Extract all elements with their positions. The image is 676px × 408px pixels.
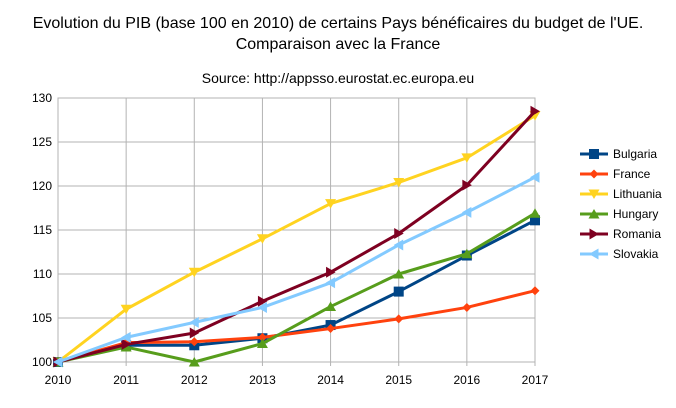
data-point-hungary (325, 301, 337, 312)
y-tick-label: 100 (32, 355, 52, 369)
y-tick-label: 105 (32, 311, 52, 325)
data-point-lithuania (393, 177, 405, 188)
legend: Bulgaria France Lithuania Hungary Romania Slo… (580, 147, 662, 261)
series-romania (53, 105, 540, 368)
x-tick-label: 2010 (45, 373, 72, 387)
data-point-slovakia (121, 331, 131, 343)
series-line-slovakia (56, 175, 537, 364)
data-point-france (189, 337, 199, 347)
y-tick-label: 130 (32, 91, 52, 105)
x-tick-label: 2015 (385, 373, 412, 387)
data-point-lithuania (256, 234, 268, 244)
data-point-france (462, 302, 472, 312)
data-point-bulgaria (393, 286, 404, 297)
x-tick-label: 2014 (317, 373, 344, 387)
legend-item-hungary: Hungary (580, 207, 658, 221)
legend-item-lithuania: Lithuania (580, 187, 662, 201)
series-slovakia (53, 171, 540, 368)
y-tick-label: 110 (33, 267, 52, 281)
data-point-slovakia (257, 301, 267, 313)
chart-source: Source: http://appsso.eurostat.ec.europa… (202, 70, 474, 86)
legend-label-slovakia: Slovakia (613, 247, 659, 261)
legend-label-lithuania: Lithuania (613, 187, 662, 201)
data-point-romania (121, 338, 132, 350)
legend-marker-bulgaria (589, 149, 599, 159)
data-point-france (394, 314, 404, 324)
legend-item-france: France (580, 167, 651, 181)
data-point-romania (530, 105, 540, 117)
legend-marker-lithuania (588, 189, 600, 199)
data-point-france (530, 286, 540, 296)
series-line-hungary (56, 211, 537, 364)
data-point-romania (326, 266, 336, 278)
plot-area-border (57, 97, 536, 363)
x-tick-label: 2013 (249, 373, 276, 387)
y-axis-tick-labels: 100 105 110 115 120 125 130 (32, 91, 52, 369)
x-axis-tick-labels: 2010 2011 2012 2013 2014 2015 2016 2017 (45, 373, 549, 387)
data-point-hungary (188, 357, 200, 367)
x-tick-label: 2012 (181, 373, 208, 387)
x-tick-label: 2017 (522, 373, 549, 387)
data-point-hungary (461, 248, 473, 259)
data-point-lithuania (120, 304, 132, 315)
data-point-france (257, 332, 267, 342)
chart-title: Evolution du PIB (base 100 en 2010) de c… (33, 15, 644, 32)
legend-marker-france (589, 169, 599, 179)
legend-label-romania: Romania (613, 227, 661, 241)
series-line-romania (56, 109, 537, 364)
series-line-lithuania (56, 114, 537, 364)
data-point-slovakia (189, 316, 199, 328)
legend-item-bulgaria: Bulgaria (580, 147, 657, 161)
grid-lines (57, 97, 536, 363)
legend-marker-slovakia (589, 248, 599, 260)
data-point-lithuania (188, 267, 200, 278)
data-point-slovakia (53, 356, 63, 368)
legend-label-france: France (613, 167, 651, 181)
x-tick-label: 2011 (113, 373, 139, 387)
data-point-lithuania (461, 153, 473, 163)
data-point-hungary (393, 269, 405, 279)
x-tick-label: 2016 (454, 373, 481, 387)
y-tick-label: 120 (32, 179, 52, 193)
series-hungary (52, 208, 541, 367)
data-point-slovakia (530, 171, 540, 183)
data-point-romania (462, 179, 472, 191)
y-tick-label: 125 (32, 135, 52, 149)
legend-item-slovakia: Slovakia (580, 247, 659, 261)
data-point-france (326, 324, 336, 334)
data-point-slovakia (393, 239, 404, 251)
series-lithuania (52, 111, 541, 367)
y-tick-label: 115 (33, 223, 52, 237)
legend-marker-hungary (588, 209, 600, 219)
data-point-hungary (256, 338, 268, 349)
series-lines (52, 105, 541, 368)
legend-label-hungary: Hungary (613, 207, 658, 221)
data-point-slovakia (325, 277, 336, 289)
data-point-hungary (529, 208, 541, 218)
legend-marker-romania (589, 228, 599, 240)
data-point-romania (257, 295, 268, 307)
data-point-romania (394, 228, 404, 240)
data-point-romania (189, 327, 200, 339)
legend-label-bulgaria: Bulgaria (613, 147, 657, 161)
data-point-slovakia (461, 206, 472, 218)
chart-subtitle: Comparaison avec la France (236, 36, 441, 53)
data-point-bulgaria (530, 215, 540, 226)
data-point-lithuania (325, 199, 337, 209)
legend-item-romania: Romania (580, 227, 661, 241)
